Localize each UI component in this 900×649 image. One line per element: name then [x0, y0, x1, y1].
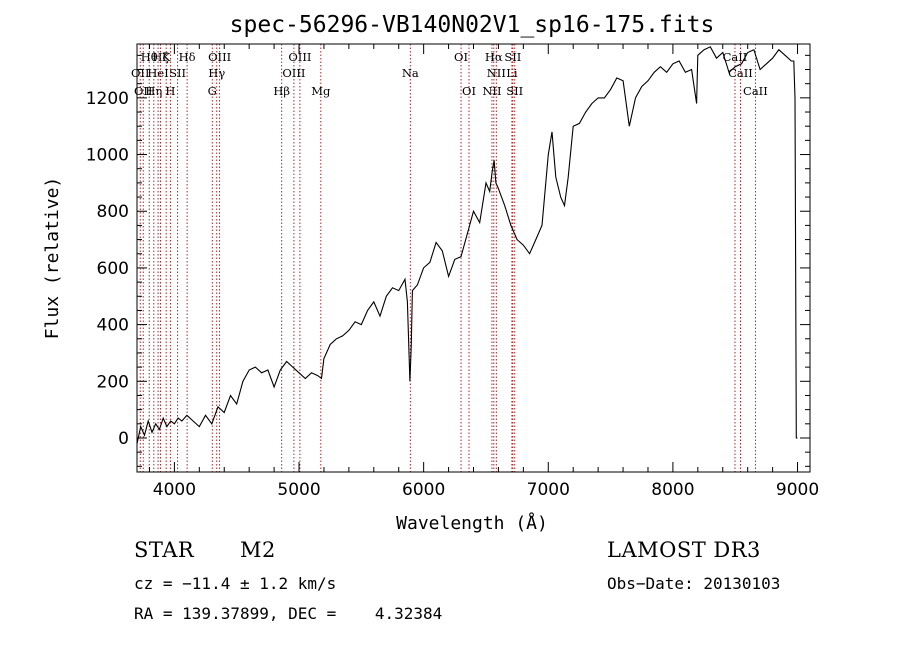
x-tick-label: 6000: [402, 480, 445, 500]
y-tick-label: 600: [97, 259, 129, 279]
x-tick-label: 4000: [153, 480, 196, 500]
line-label-sii: SII: [504, 50, 521, 64]
survey-name: LAMOST DR3: [607, 538, 761, 562]
line-label-hζ: Hζ: [152, 50, 168, 64]
line-label-oiii: OIII: [208, 50, 231, 64]
observation-date: Obs−Date: 20130103: [607, 574, 781, 593]
line-label-oii: OII: [134, 84, 153, 98]
line-label-na: Na: [402, 66, 419, 80]
redshift-readout: cz = −11.4 ± 1.2 km/s: [134, 574, 337, 593]
spectrum-line: [136, 46, 798, 444]
line-label-hη: Hη: [145, 84, 162, 98]
x-tick-label: 5000: [277, 480, 320, 500]
x-tick-label: 7000: [527, 480, 570, 500]
line-label-g: G: [208, 84, 217, 98]
x-tick-label: 8000: [651, 480, 694, 500]
line-label-sii: SII: [506, 84, 523, 98]
x-axis-ticks: 4000 5000 6000 7000 8000 9000: [148, 44, 819, 500]
y-axis-ticks: 0 200 400 600 800 1000 1200: [86, 54, 810, 467]
line-label-oi: OI: [454, 50, 468, 64]
line-label-caii: CaII: [743, 84, 768, 98]
line-label-hγ: Hγ: [208, 66, 225, 80]
y-tick-label: 200: [97, 372, 129, 392]
line-label-sii: SII: [169, 66, 186, 80]
line-label-oi: OI: [462, 84, 476, 98]
y-tick-label: 1000: [86, 146, 129, 166]
line-label-hθ: Hθ: [141, 50, 158, 64]
line-label-h: H: [165, 84, 175, 98]
y-tick-label: 400: [97, 316, 129, 336]
line-label-oii: OII: [131, 66, 150, 80]
line-label-hβ: Hβ: [273, 84, 290, 98]
y-tick-label: 800: [97, 202, 129, 222]
line-label-caii: CaII: [723, 50, 748, 64]
object-subclass: M2: [240, 538, 276, 562]
line-label-nii: NII: [487, 66, 506, 80]
plot-frame: [136, 43, 811, 473]
line-label-oiii: OIII: [282, 66, 305, 80]
line-label-li: Li: [506, 66, 518, 80]
chart-title: spec-56296-VB140N02V1_sp16-175.fits: [230, 12, 715, 38]
y-tick-label: 0: [118, 429, 129, 449]
y-axis-label: Flux (relative): [42, 177, 63, 340]
line-label-caii: CaII: [728, 66, 753, 80]
line-label-oiii: OIII: [288, 50, 311, 64]
line-label-mg: Mg: [311, 84, 331, 98]
line-label-hα: Hα: [485, 50, 503, 64]
y-tick-label: 1200: [86, 89, 129, 109]
x-tick-label: 9000: [776, 480, 819, 500]
object-class: STAR: [134, 538, 195, 562]
line-label-k: K: [162, 50, 171, 64]
spectral-line-labels: OII OII Hθ Hη HeI HζK H SII Hδ G Hγ OIII Hβ OIII OIII M…: [131, 50, 768, 98]
line-label-hei: HeI: [147, 66, 168, 80]
coordinates-readout: RA = 139.37899, DEC = 4.32384: [134, 604, 443, 623]
spectral-line-markers: [139, 44, 756, 472]
line-label-nii: NII: [482, 84, 501, 98]
line-label-hδ: Hδ: [179, 50, 196, 64]
x-axis-label: Wavelength (Å): [396, 512, 548, 534]
